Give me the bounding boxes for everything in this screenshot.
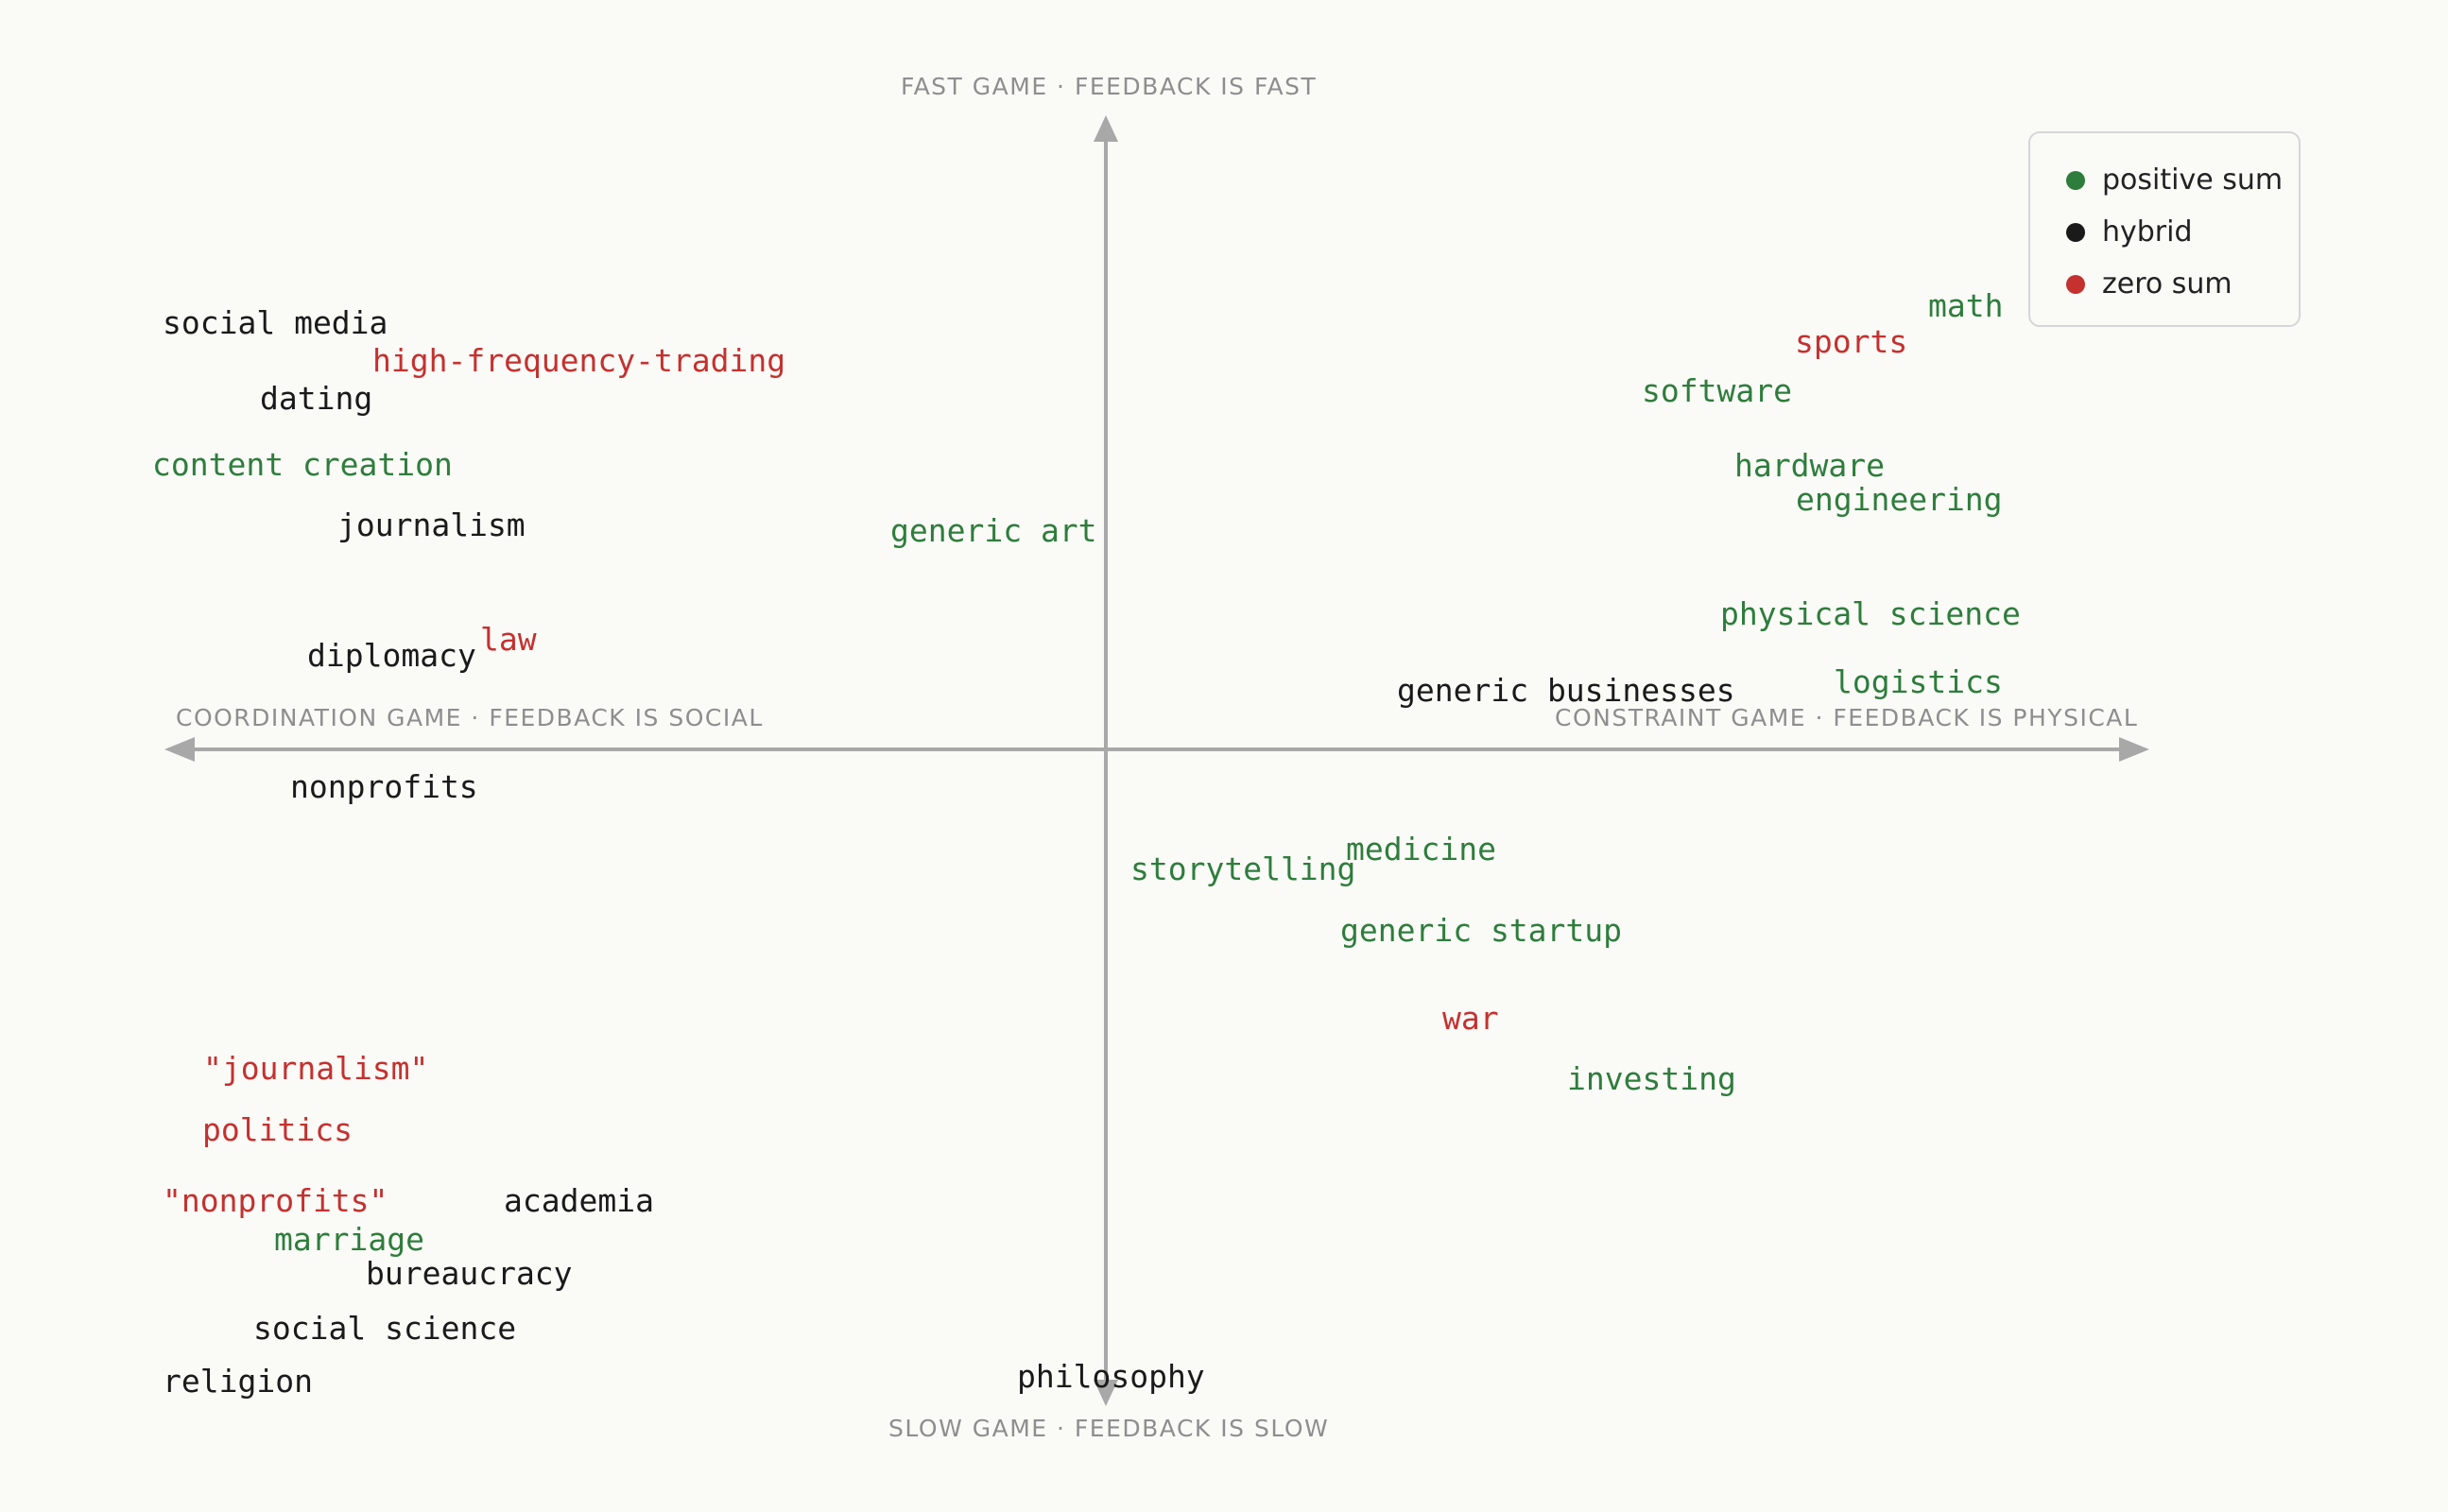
item-dating: dating [260, 380, 373, 417]
item-content-creation: content creation [152, 446, 453, 483]
item-nonprofits: nonprofits [290, 768, 478, 805]
legend-label-positive: positive sum [2102, 163, 2284, 197]
legend-item-positive: positive sum [2066, 163, 2283, 197]
item-nonprofits: "nonprofits" [163, 1182, 388, 1219]
legend-dot-positive [2066, 170, 2085, 190]
item-politics: politics [202, 1111, 353, 1148]
item-war: war [1442, 1000, 1499, 1037]
item-logistics: logistics [1834, 663, 2003, 700]
legend-item-hybrid: hybrid [2066, 215, 2193, 249]
item-generic-art: generic art [890, 512, 1097, 549]
axis-label-right: CONSTRAINT GAME · FEEDBACK IS PHYSICAL [1555, 704, 2139, 731]
legend-label-zero: zero sum [2102, 267, 2233, 301]
legend-label-hybrid: hybrid [2102, 215, 2193, 249]
legend: positive sum hybrid zero sum [2028, 131, 2301, 327]
item-academia: academia [504, 1182, 654, 1219]
item-journalism: "journalism" [203, 1050, 429, 1087]
item-generic-startup: generic startup [1340, 912, 1623, 949]
item-bureaucracy: bureaucracy [366, 1255, 573, 1292]
axis-label-top: FAST GAME · FEEDBACK IS FAST [901, 73, 1318, 100]
item-marriage: marriage [274, 1221, 424, 1258]
bottom-arrowhead [1094, 1380, 1118, 1406]
axis-label-left: COORDINATION GAME · FEEDBACK IS SOCIAL [176, 704, 764, 731]
item-social-science: social science [253, 1310, 517, 1347]
item-generic-businesses: generic businesses [1397, 672, 1735, 709]
item-software: software [1642, 372, 1792, 409]
legend-dot-hybrid [2066, 222, 2085, 242]
item-philosophy: philosophy [1017, 1358, 1205, 1395]
legend-item-zero: zero sum [2066, 267, 2233, 301]
right-arrowhead [2119, 737, 2149, 762]
left-arrowhead [164, 737, 195, 762]
item-law: law [480, 621, 537, 658]
item-math: math [1928, 287, 2004, 324]
item-sports: sports [1795, 323, 1908, 360]
item-journalism: journalism [337, 507, 526, 543]
item-investing: investing [1567, 1060, 1736, 1097]
item-engineering: engineering [1796, 481, 2003, 518]
top-arrowhead [1094, 115, 1118, 142]
item-religion: religion [163, 1363, 313, 1400]
item-social-media: social media [163, 304, 388, 341]
item-storytelling: storytelling [1130, 850, 1356, 887]
item-high-frequency-trading: high-frequency-trading [372, 342, 786, 379]
legend-dot-zero [2066, 274, 2085, 294]
axis-label-bottom: SLOW GAME · FEEDBACK IS SLOW [888, 1415, 1330, 1442]
item-hardware: hardware [1734, 447, 1885, 484]
item-medicine: medicine [1346, 831, 1496, 868]
item-diplomacy: diplomacy [307, 637, 476, 674]
item-physical-science: physical science [1720, 595, 2021, 632]
